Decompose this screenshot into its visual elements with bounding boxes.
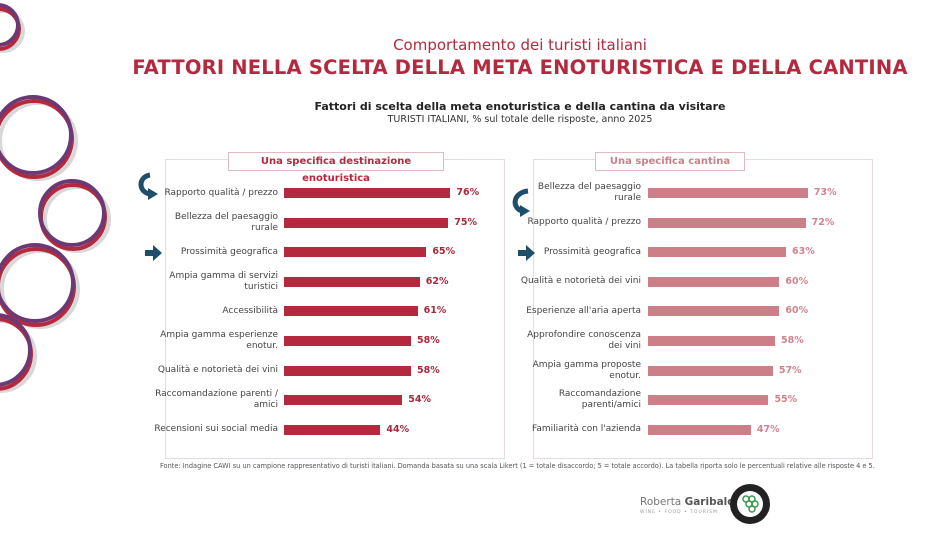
value-label: 63%: [791, 246, 815, 258]
bar: [284, 336, 412, 346]
value-label: 60%: [785, 275, 809, 287]
value-label: 57%: [778, 364, 802, 376]
bar: [648, 276, 780, 287]
category-label: Rapporto qualità / prezzo: [164, 187, 278, 198]
category-label: Raccomandazione parenti/amici: [558, 389, 641, 411]
value-label: 75%: [454, 216, 477, 228]
category-label: Esperienze all'aria aperta: [526, 305, 641, 316]
value-label: 58%: [781, 335, 804, 346]
category-label: Ampia gamma di servizi turistici: [169, 270, 278, 292]
category-label: Ampia gamma proposte enotur.: [532, 359, 641, 381]
page-kicker: Comportamento dei turisti italiani: [393, 36, 647, 54]
category-label: Qualità e notorietà dei vini: [157, 365, 278, 376]
bar: [284, 247, 427, 258]
value-label: 73%: [813, 187, 837, 198]
value-label: 72%: [811, 216, 835, 228]
category-label: Bellezza del paesaggio rurale: [537, 182, 641, 203]
panel-title-destinazione: Una specifica destinazione enoturistica: [228, 152, 444, 184]
value-label: 58%: [417, 335, 440, 346]
bar: [648, 188, 808, 198]
chart-subtitle: TURISTI ITALIANI, % sul totale delle ris…: [387, 114, 653, 125]
category-label: Bellezza del paesaggio rurale: [174, 211, 278, 233]
brand-name: Roberta Garibaldi: [640, 496, 738, 508]
source-note: Fonte: Indagine CAWI su un campione rapp…: [160, 462, 875, 470]
category-label: Recensioni sui social media: [154, 424, 278, 435]
value-label: 61%: [423, 305, 447, 317]
value-label: 76%: [456, 187, 480, 198]
chart-title: Fattori di scelta della meta enoturistic…: [314, 100, 726, 113]
bar: [284, 276, 420, 287]
bar: [284, 395, 403, 406]
value-label: 55%: [774, 394, 798, 406]
brand-tagline: WINE • FOOD • TOURISM: [640, 510, 718, 515]
value-label: 58%: [417, 364, 440, 376]
value-label: 65%: [432, 246, 456, 258]
panel-title-cantina: Una specifica cantina: [595, 152, 745, 171]
bar: [648, 424, 751, 435]
category-label: Prossimità geografica: [543, 246, 641, 257]
page-title: FATTORI NELLA SCELTA DELLA META ENOTURIS…: [132, 56, 908, 79]
category-label: Approfondire conoscenza dei vini: [527, 330, 641, 351]
value-label: 60%: [785, 305, 809, 317]
arrow-right-icon: [145, 245, 162, 261]
swap-arrow-icon: [512, 188, 530, 217]
assovini-logo: [730, 484, 770, 524]
bar: [284, 217, 449, 228]
category-label: Accessibilità: [222, 305, 278, 316]
value-label: 44%: [386, 423, 410, 435]
bar: [648, 306, 780, 317]
category-label: Qualità e notorietà dei vini: [520, 276, 641, 287]
swap-arrow-icon: [138, 172, 158, 200]
category-label: Raccomandazione parenti / amici: [155, 389, 278, 411]
grape-decoration-icon: [0, 3, 111, 393]
category-label: Prossimità geografica: [180, 246, 278, 257]
bar: [284, 424, 381, 435]
category-label: Rapporto qualità / prezzo: [527, 217, 641, 228]
bar: [648, 247, 786, 258]
value-label: 62%: [425, 275, 449, 287]
value-label: 54%: [408, 394, 431, 406]
bar: [648, 336, 776, 346]
bar: [648, 395, 769, 406]
bar: [284, 188, 451, 198]
bar: [284, 365, 412, 376]
bar: [648, 365, 773, 376]
bar: [648, 217, 806, 228]
brand-first: Roberta: [640, 496, 682, 508]
brand-last: Garibaldi: [684, 496, 739, 508]
arrow-right-icon: [518, 245, 535, 261]
bar: [284, 306, 418, 317]
category-label: Ampia gamma esperienze enotur.: [160, 330, 278, 351]
value-label: 47%: [756, 423, 780, 435]
category-label: Familiarità con l'azienda: [532, 424, 641, 435]
